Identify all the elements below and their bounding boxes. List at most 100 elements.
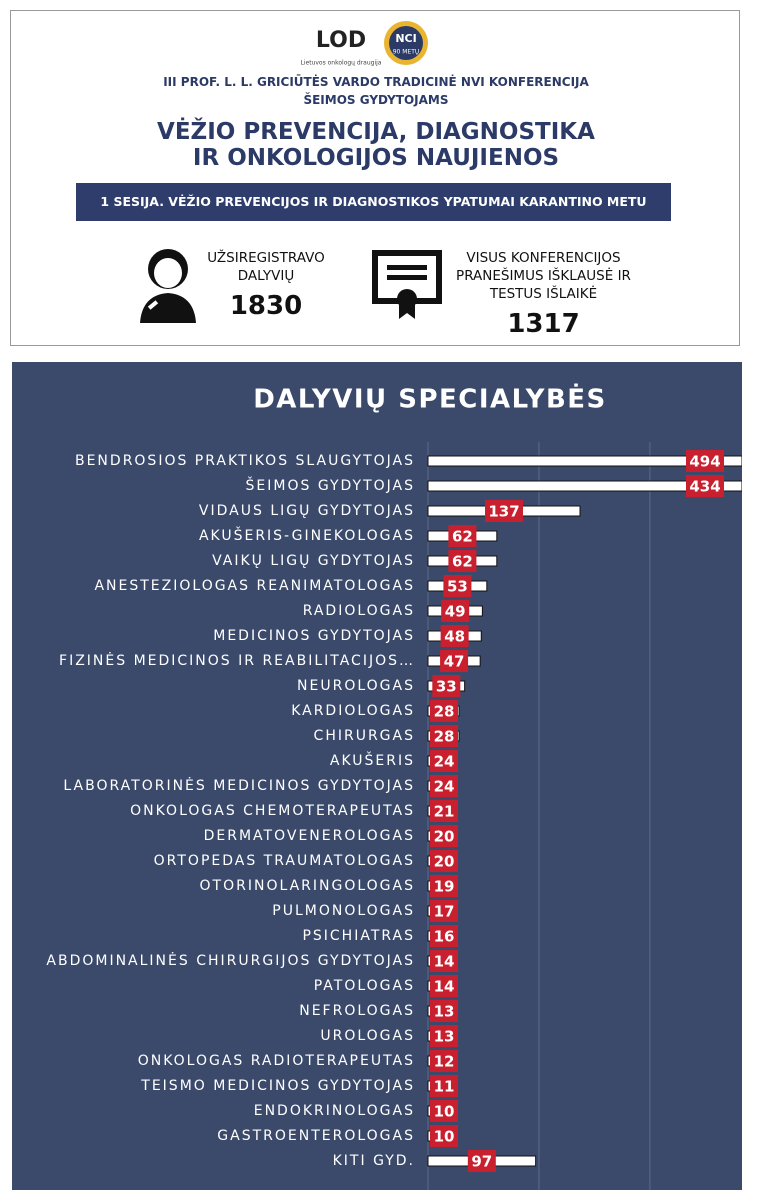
category-label: LABORATORINĖS MEDICINOS GYDYTOJAS — [63, 776, 415, 794]
value-label-box — [443, 575, 472, 597]
value-label-box — [430, 725, 458, 747]
chart-panel: DALYVIŲ SPECIALYBĖS BENDROSIOS PRAKTIKOS… — [12, 362, 743, 1190]
person-icon — [140, 249, 196, 323]
value-label: 28 — [434, 703, 455, 721]
value-label: 494 — [689, 453, 720, 471]
stat-value: 1317 — [507, 309, 580, 339]
value-label: 13 — [434, 1028, 455, 1046]
value-label-box — [430, 700, 458, 722]
value-label: 13 — [434, 1003, 455, 1021]
category-label: ŠEIMOS GYDYTOJAS — [246, 476, 415, 494]
value-label: 62 — [452, 528, 473, 546]
logo-inner — [389, 26, 423, 60]
value-label-box — [432, 675, 461, 697]
value-label: 137 — [488, 503, 519, 521]
category-label: RADIOLOGAS — [303, 603, 415, 619]
chart-title: DALYVIŲ SPECIALYBĖS — [253, 383, 607, 415]
logo-right: NCI — [395, 32, 416, 45]
category-label: MEDICINOS GYDYTOJAS — [213, 628, 415, 644]
value-label: 20 — [434, 828, 455, 846]
value-label-box — [448, 550, 477, 572]
value-label: 53 — [447, 578, 468, 596]
category-label: TEISMO MEDICINOS GYDYTOJAS — [140, 1078, 415, 1094]
value-label-box — [430, 925, 458, 947]
value-label-box — [430, 800, 458, 822]
category-label: ANESTEZIOLOGAS REANIMATOLOGAS — [94, 578, 415, 594]
value-label-box — [467, 1150, 496, 1172]
category-label: CHIRURGAS — [314, 728, 415, 744]
value-label-box — [448, 525, 477, 547]
value-label-box — [430, 750, 458, 772]
session-banner: 1 SESIJA. VĖŽIO PREVENCIJOS IR DIAGNOSTI… — [76, 183, 671, 221]
logo-left: LOD — [316, 28, 366, 53]
stat-label: VISUS KONFERENCIJOS PRANEŠIMUS IŠKLAUSĖ … — [456, 250, 631, 302]
value-label: 434 — [689, 478, 720, 496]
category-label: UROLOGAS — [320, 1028, 415, 1044]
category-label: KITI GYD. — [333, 1153, 415, 1169]
category-label: OTORINOLARINGOLOGAS — [200, 878, 415, 894]
certificate-icon — [372, 250, 442, 319]
value-label: 28 — [434, 728, 455, 746]
header-panel: LOD Lietuvos onkologų draugija NCI 90 ME… — [10, 10, 740, 346]
value-label: 10 — [434, 1128, 455, 1146]
category-label: VIDAUS LIGŲ GYDYTOJAS — [199, 503, 415, 519]
category-label: KARDIOLOGAS — [291, 703, 415, 719]
value-label: 20 — [434, 853, 455, 871]
category-label: AKUŠERIS-GINEKOLOGAS — [199, 526, 415, 544]
value-label: 49 — [445, 603, 466, 621]
value-label: 62 — [452, 553, 473, 571]
value-label: 12 — [434, 1053, 455, 1071]
category-label: ENDOKRINOLOGAS — [254, 1103, 415, 1119]
value-label: 33 — [436, 678, 457, 696]
value-label-box — [440, 625, 469, 647]
value-label-box — [430, 850, 458, 872]
value-label: 47 — [444, 653, 465, 671]
value-label: 14 — [434, 953, 455, 971]
value-label-box — [430, 1100, 458, 1122]
chart: DALYVIŲ SPECIALYBĖS BENDROSIOS PRAKTIKOS… — [12, 362, 743, 1190]
category-label: PATOLOGAS — [314, 978, 415, 994]
value-label: 14 — [434, 978, 455, 996]
value-label: 21 — [434, 803, 455, 821]
value-label-box — [430, 1125, 458, 1147]
category-label: NEUROLOGAS — [297, 678, 415, 694]
category-label: ABDOMINALINĖS CHIRURGIJOS GYDYTOJAS — [46, 951, 415, 969]
category-label: NEFROLOGAS — [299, 1003, 415, 1019]
value-label-box — [430, 900, 458, 922]
category-label: PULMONOLOGAS — [272, 903, 415, 919]
category-label: AKUŠERIS — [330, 751, 415, 769]
category-label: ONKOLOGAS RADIOTERAPEUTAS — [138, 1053, 415, 1069]
value-label-box — [686, 475, 724, 497]
category-label: DERMATOVENEROLOGAS — [204, 828, 415, 844]
value-label-box — [430, 950, 458, 972]
value-label-box — [485, 500, 524, 522]
logo-left-caption: Lietuvos onkologų draugija — [301, 60, 382, 67]
category-label: VAIKŲ LIGŲ GYDYTOJAS — [212, 553, 415, 569]
stat-value: 1830 — [229, 291, 303, 321]
value-label-box — [430, 775, 458, 797]
value-label: 97 — [471, 1153, 492, 1171]
conference-title: VĖŽIO PREVENCIJA, DIAGNOSTIKA IR ONKOLOG… — [157, 119, 595, 171]
value-label: 11 — [434, 1078, 455, 1096]
chart-background — [12, 362, 742, 1190]
category-label: ORTOPEDAS TRAUMATOLOGAS — [154, 853, 415, 869]
category-label: ONKOLOGAS CHEMOTERAPEUTAS — [130, 803, 415, 819]
stat-label: UŽSIREGISTRAVO DALYVIŲ — [207, 250, 325, 284]
category-label: PSICHIATRAS — [302, 928, 415, 944]
value-label-box — [430, 975, 458, 997]
value-label-box — [430, 875, 458, 897]
value-label: 24 — [434, 778, 455, 796]
value-label-box — [430, 1000, 458, 1022]
category-label: BENDROSIOS PRAKTIKOS SLAUGYTOJAS — [75, 453, 415, 469]
conference-name: III PROF. L. L. GRICIŪTĖS VARDO TRADICIN… — [163, 75, 589, 107]
value-label-box — [430, 825, 458, 847]
value-label: 19 — [434, 878, 455, 896]
value-label-box — [430, 1075, 458, 1097]
value-label-box — [440, 650, 469, 672]
logos: LOD Lietuvos onkologų draugija NCI 90 ME… — [301, 21, 428, 67]
value-label: 24 — [434, 753, 455, 771]
value-label: 48 — [444, 628, 465, 646]
value-label-box — [430, 1025, 458, 1047]
value-label: 17 — [434, 903, 455, 921]
